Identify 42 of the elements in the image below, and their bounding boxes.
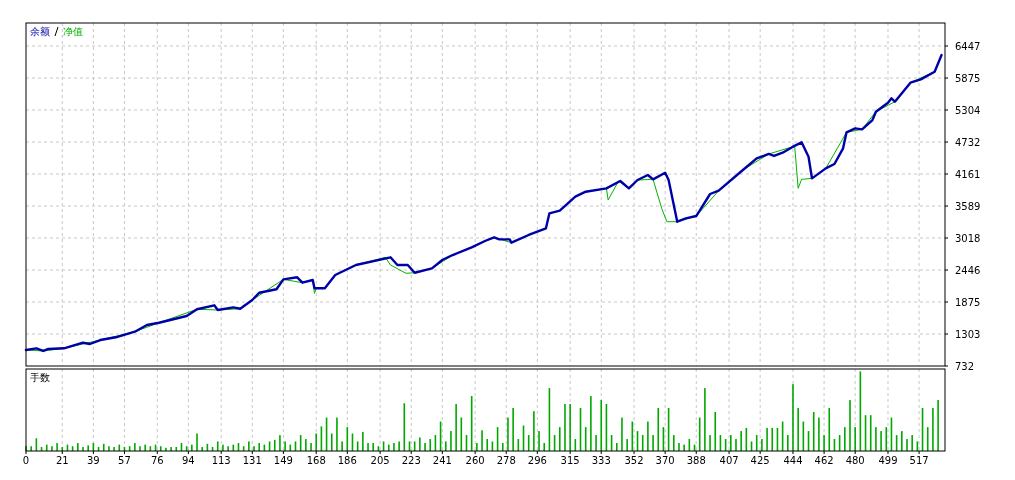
x-tick-label: 370	[655, 455, 675, 466]
x-tick-label: 425	[750, 455, 770, 466]
legend: 余额 净值	[30, 26, 83, 37]
x-tick-label: 333	[591, 455, 611, 466]
x-tick-label: 131	[242, 455, 262, 466]
x-tick-label: 296	[527, 455, 547, 466]
y-tick-label: 3589	[955, 201, 981, 213]
y-tick-label: 4732	[955, 137, 981, 149]
x-tick-label: 407	[719, 455, 739, 466]
y-tick-label: 6447	[955, 41, 981, 53]
y-tick-label: 5875	[955, 73, 981, 85]
x-tick-label: 352	[624, 455, 644, 466]
x-tick-label: 0	[22, 455, 30, 466]
x-tick-label: 444	[783, 455, 803, 466]
y-tick-label: 732	[955, 361, 975, 372]
y-tick-label: 1303	[955, 329, 981, 341]
x-tick-label: 315	[560, 455, 580, 466]
x-tick-label: 499	[878, 455, 898, 466]
x-tick-label: 517	[909, 455, 929, 466]
x-tick-label: 388	[686, 455, 706, 466]
x-tick-label: 113	[211, 455, 231, 466]
x-tick-label: 168	[306, 455, 326, 466]
x-tick-label: 21	[55, 455, 69, 466]
y-tick-label: 3018	[955, 233, 981, 244]
x-tick-label: 241	[432, 455, 452, 466]
x-tick-label: 278	[496, 455, 516, 466]
x-tick-label: 260	[465, 455, 485, 466]
y-tick-label: 5304	[955, 105, 981, 117]
x-tick-label: 57	[118, 455, 131, 466]
y-tick-label: 2446	[955, 265, 981, 277]
y-tick-label: 1875	[955, 297, 981, 308]
chart-title: 手数	[30, 372, 50, 383]
x-tick-label: 223	[401, 455, 421, 466]
x-tick-label: 480	[845, 455, 865, 466]
y-tick-label: 4161	[955, 169, 981, 181]
x-tick-label: 186	[337, 455, 357, 466]
x-tick-label: 94	[182, 455, 195, 466]
x-tick-label: 76	[150, 455, 164, 466]
x-tick-label: 149	[273, 455, 293, 466]
x-tick-label: 462	[814, 455, 834, 466]
x-tick-label: 205	[370, 455, 390, 466]
x-tick-label: 39	[87, 455, 100, 466]
